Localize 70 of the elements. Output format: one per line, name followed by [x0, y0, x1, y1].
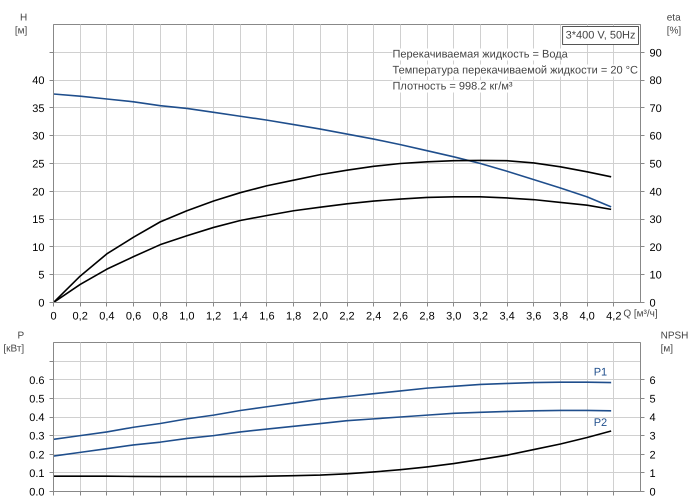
x-tick-label: 0,8	[152, 310, 168, 322]
y2-tick-label: 6	[650, 374, 656, 387]
y-tick-label: 15	[32, 214, 45, 226]
x-tick-label: 0,6	[126, 310, 142, 322]
line-series	[54, 93, 612, 208]
x-tick-label: 2,2	[339, 310, 355, 322]
y2-axis-title: NPSH [м]	[660, 330, 688, 355]
annotation: Плотность = 998.2 кг/м³	[392, 80, 513, 92]
x-tick-label: 4,0	[579, 310, 595, 322]
x-tick-label: 1,4	[232, 310, 248, 322]
y-tick-label: 0.5	[29, 393, 45, 406]
y2-tick-label: 70	[650, 102, 662, 115]
y-tick-label: 0.4	[29, 412, 45, 424]
y-tick-label: 25	[32, 158, 45, 170]
y2-axis-title: eta [%]	[666, 12, 682, 37]
y-axis-title: H [м]	[14, 12, 28, 37]
y-axis-title: P [кВт]	[3, 330, 25, 355]
y2-tick-label: 0	[650, 486, 656, 498]
line-series	[54, 430, 612, 478]
y2-tick-label: 40	[650, 186, 662, 198]
y2-tick-label: 10	[650, 270, 662, 282]
y2-tick-label: 1	[650, 468, 656, 480]
x-tick-label: 0	[50, 310, 57, 322]
x-tick-label: 3,8	[552, 310, 568, 322]
y2-tick-label: 0	[650, 298, 656, 310]
x-tick-label: 3,4	[499, 310, 515, 322]
x-axis-title: Q [м³/ч]	[623, 308, 658, 320]
series-label: P2	[594, 416, 608, 429]
y-tick-label: 5	[38, 270, 45, 282]
y-tick-label: 0.0	[29, 486, 45, 498]
y2-tick-label: 3	[650, 430, 656, 443]
y-tick-label: 0.3	[29, 430, 45, 443]
y-tick-label: 0.6	[29, 374, 45, 387]
y2-tick-label: 4	[650, 412, 656, 424]
y-tick-label: 40	[32, 75, 45, 88]
y2-tick-label: 90	[650, 47, 662, 60]
line-series	[54, 410, 612, 457]
series-label: P1	[594, 366, 608, 379]
y-tick-label: 35	[32, 102, 45, 115]
x-tick-label: 0,2	[72, 310, 88, 322]
y2-tick-label: 5	[650, 393, 656, 406]
y-tick-label: 20	[32, 186, 45, 198]
y2-tick-label: 60	[650, 130, 662, 143]
x-tick-label: 4,2	[606, 310, 622, 322]
y-tick-label: 10	[32, 242, 45, 254]
x-tick-label: 0,4	[99, 310, 115, 322]
x-tick-label: 3,6	[526, 310, 542, 322]
x-tick-label: 2,6	[392, 310, 408, 322]
annotation: Перекачиваемая жидкость = Вода	[392, 48, 569, 60]
x-tick-label: 2,4	[366, 310, 382, 322]
y-tick-label: 0.2	[29, 449, 45, 462]
x-tick-label: 1,8	[286, 310, 302, 322]
annotation: Температура перекачиваемой жидкости = 20 °C	[392, 64, 638, 76]
y-tick-label: 0	[38, 298, 45, 310]
x-tick-label: 3,2	[472, 310, 488, 322]
x-tick-label: 2,0	[312, 310, 328, 322]
y-tick-label: 30	[32, 130, 45, 143]
x-tick-label: 1,2	[206, 310, 222, 322]
x-tick-label: 1,0	[179, 310, 195, 322]
y-tick-label: 0.1	[29, 468, 45, 480]
x-tick-label: 3,0	[446, 310, 462, 322]
y2-tick-label: 20	[650, 242, 662, 254]
y2-tick-label: 80	[650, 75, 662, 88]
line-series	[54, 381, 612, 440]
y2-tick-label: 30	[650, 214, 662, 226]
x-tick-label: 2,8	[419, 310, 435, 322]
y2-tick-label: 2	[650, 449, 656, 462]
x-tick-label: 1,6	[259, 310, 275, 322]
y2-tick-label: 50	[650, 158, 662, 170]
chart-title: 3*400 V, 50Hz	[566, 30, 636, 42]
